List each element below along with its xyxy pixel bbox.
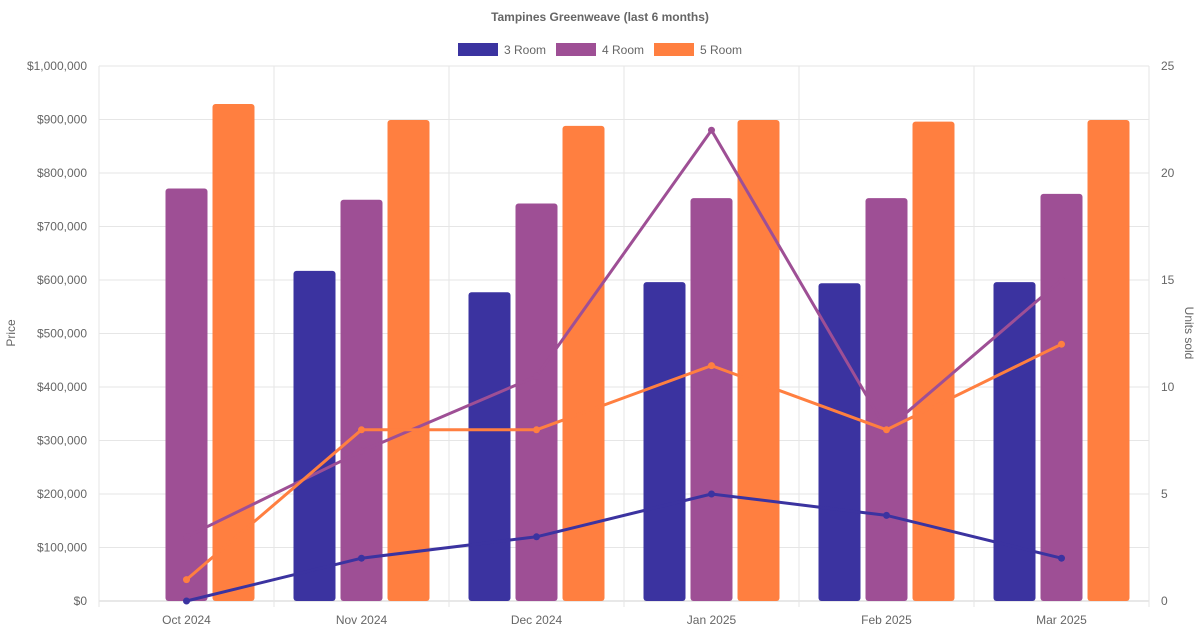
lines [183, 126, 1065, 605]
chart-title: Tampines Greenweave (last 6 months) [491, 10, 709, 24]
y-right-tick-label: 10 [1161, 380, 1175, 394]
y-left-tick-label: $300,000 [37, 434, 87, 448]
bars [165, 103, 1130, 602]
legend: 3 Room 4 Room 5 Room [458, 43, 742, 57]
y-right-tick-label: 20 [1161, 166, 1175, 180]
point-3-room [883, 511, 890, 519]
y-left-axis-title: Price [4, 319, 18, 347]
y-left-tick-label: $400,000 [37, 380, 87, 394]
legend-swatch [556, 43, 596, 56]
y-left-tick-label: $0 [74, 594, 88, 608]
bar-4-room [1040, 193, 1083, 602]
y-right-axis-title: Units sold [1182, 307, 1196, 360]
point-3-room [1058, 554, 1065, 562]
bar-3-room [468, 292, 511, 601]
bar-4-room [515, 203, 558, 601]
legend-swatch [458, 43, 498, 56]
point-5-room [533, 426, 540, 434]
line-4-room [185, 128, 1063, 539]
legend-label: 3 Room [504, 43, 546, 57]
bar-5-room [212, 103, 255, 602]
bar-5-room [912, 121, 955, 601]
x-tick-label: Dec 2024 [511, 613, 563, 627]
y-right-tick-label: 25 [1161, 59, 1175, 73]
bar-3-room [818, 283, 861, 601]
bar-3-room [993, 282, 1036, 601]
point-5-room [1058, 340, 1065, 348]
line-3-room [186, 492, 1062, 603]
point-4-room [533, 372, 540, 380]
x-tick-label: Nov 2024 [336, 613, 388, 627]
x-tick-label: Jan 2025 [687, 613, 737, 627]
legend-swatch [654, 43, 694, 56]
bar-4-room [165, 188, 208, 601]
point-3-room [183, 597, 190, 605]
point-4-room [1058, 276, 1065, 284]
legend-label: 5 Room [700, 43, 742, 57]
point-3-room [708, 490, 715, 498]
y-left-tick-label: $1,000,000 [27, 59, 87, 73]
grid [98, 65, 1150, 607]
point-3-room [358, 554, 365, 562]
point-4-room [358, 447, 365, 455]
legend-label: 4 Room [602, 43, 644, 57]
bar-5-room [1087, 120, 1130, 601]
bar-3-room [293, 270, 336, 601]
bar-3-room [643, 282, 686, 601]
y-left-tick-label: $700,000 [37, 220, 87, 234]
y-left-tick-label: $900,000 [37, 113, 87, 127]
line-5-room [185, 342, 1063, 581]
y-left-tick-label: $500,000 [37, 327, 87, 341]
point-4-room [183, 533, 190, 541]
bar-5-room [562, 125, 605, 602]
x-tick-label: Oct 2024 [162, 613, 211, 627]
point-4-room [708, 126, 715, 134]
point-5-room [883, 426, 890, 434]
point-3-room [533, 533, 540, 541]
y-left-tick-label: $200,000 [37, 487, 87, 501]
axes: $0 $100,000 $200,000 $300,000 $400,000 $500,0… [27, 59, 1175, 627]
x-tick-label: Feb 2025 [861, 613, 912, 627]
point-5-room [183, 576, 190, 584]
y-left-tick-label: $800,000 [37, 166, 87, 180]
bar-4-room [865, 198, 908, 601]
y-right-tick-label: 5 [1161, 487, 1168, 501]
x-tick-label: Mar 2025 [1036, 613, 1087, 627]
y-left-tick-label: $100,000 [37, 541, 87, 555]
bar-4-room [340, 199, 383, 601]
y-right-tick-label: 15 [1161, 273, 1175, 287]
y-right-tick-label: 0 [1161, 594, 1168, 608]
y-left-tick-label: $600,000 [37, 273, 87, 287]
bar-5-room [387, 120, 430, 601]
point-5-room [708, 362, 715, 370]
point-5-room [358, 426, 365, 434]
bar-4-room [690, 198, 733, 601]
bar-5-room [737, 120, 780, 601]
